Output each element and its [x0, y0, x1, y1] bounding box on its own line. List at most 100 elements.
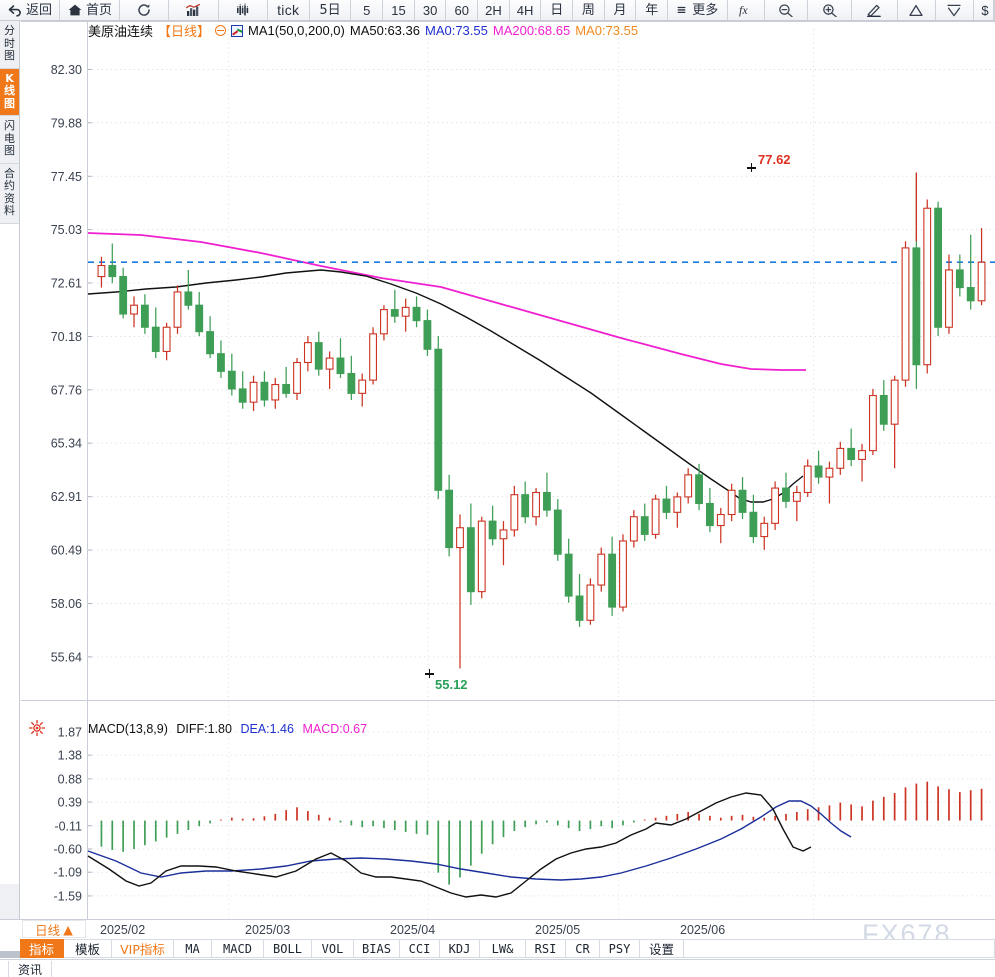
ma50-value: MA50:63.36	[349, 23, 420, 38]
candle-body	[271, 383, 280, 401]
currency-button-label: $	[981, 2, 989, 18]
period-day-button[interactable]: 日	[541, 0, 574, 20]
period-week-button[interactable]: 周	[573, 0, 605, 20]
status-tab-news[interactable]: 资讯	[8, 961, 52, 977]
sidebar-item-flash[interactable]: 闪电图	[0, 116, 19, 164]
candle-body	[847, 447, 856, 460]
candle-body	[119, 276, 128, 315]
period-30min-button-label: 30	[422, 2, 438, 18]
home-button[interactable]: 首页	[60, 0, 121, 20]
indicator-rsi[interactable]: RSI	[526, 939, 566, 958]
candle-body	[293, 361, 301, 394]
candle-body	[695, 474, 703, 505]
volume-button[interactable]	[218, 0, 268, 20]
price-candlestick-chart[interactable]: 82.30 79.88 77.45 75.03 72.61 70.18 67.76 65.34…	[21, 21, 995, 701]
top-toolbar: 返回 首页 tick 5日 5 15 30 60 2H 4H 日 周 月 年 更多 fx $$	[0, 0, 995, 21]
svg-text:fx: fx	[739, 3, 748, 17]
candle-body	[173, 291, 182, 328]
candle-body	[760, 522, 769, 538]
x-axis-period-badge[interactable]: 日线 ▲	[22, 920, 86, 938]
macd-diff-value: DIFF:1.80	[176, 722, 232, 736]
channel-tool-button[interactable]	[935, 0, 974, 20]
candle-body	[423, 320, 432, 350]
macd-indicator-chart[interactable]: 1.87 1.38 0.88 0.39 -0.11 -0.60 -1.09 -1.59	[21, 701, 995, 935]
candle-body	[825, 467, 834, 478]
period-label: 【日线】	[158, 25, 211, 40]
indicator-cr[interactable]: CR	[566, 939, 600, 958]
v-shape-icon	[947, 4, 961, 17]
more-button[interactable]: 更多	[668, 0, 729, 20]
period-4h-button[interactable]: 4H	[509, 0, 542, 20]
indicator-tab-main[interactable]: 指标	[20, 939, 64, 958]
indicator-bias[interactable]: BIAS	[354, 939, 400, 958]
indicator-boll[interactable]: BOLL	[264, 939, 312, 958]
price-axis-label: 82.30	[51, 63, 82, 77]
macd-axis-label: -0.60	[54, 843, 83, 857]
x-axis-label: 2025/05	[535, 923, 581, 937]
candle-body	[217, 353, 225, 372]
candle-body	[445, 489, 454, 549]
candle-body	[619, 540, 627, 608]
period-week-button-label: 周	[581, 2, 595, 18]
candle-body	[836, 447, 845, 469]
settings-circle-icon[interactable]	[215, 25, 227, 36]
period-2h-button[interactable]: 2H	[478, 0, 510, 20]
period-5day-button-label: 5日	[319, 2, 341, 18]
candle-body	[771, 487, 780, 524]
candle-body	[934, 207, 943, 328]
indicator-lwr[interactable]: LW&	[480, 939, 526, 958]
indicator-chart-icon[interactable]	[231, 24, 244, 37]
refresh-button[interactable]	[120, 0, 170, 20]
toolbar-spacer	[993, 0, 995, 20]
sidebar-item-contract[interactable]: 合约资料	[0, 164, 19, 224]
period-30min-button[interactable]: 30	[414, 0, 447, 20]
sidebar-item-timeshare[interactable]: 分时图	[0, 21, 19, 69]
function-button[interactable]: fx	[728, 0, 765, 20]
indicator-settings-sun-icon[interactable]	[28, 719, 46, 737]
price-axis-label: 65.34	[51, 437, 82, 451]
triangle-tool-button[interactable]	[897, 0, 936, 20]
candle-body	[140, 304, 149, 328]
indicator-psy[interactable]: PSY	[600, 939, 640, 958]
indicator-tab-template[interactable]: 模板	[64, 939, 112, 958]
period-15min-button[interactable]: 15	[383, 0, 415, 20]
indicator-kdj[interactable]: KDJ	[440, 939, 480, 958]
fx-icon: fx	[739, 3, 748, 17]
refresh-icon	[138, 4, 150, 16]
chart-area[interactable]: 82.30 79.88 77.45 75.03 72.61 70.18 67.76 65.34…	[21, 21, 995, 935]
tick-button[interactable]: tick	[267, 0, 310, 20]
zoom-out-button[interactable]	[764, 0, 809, 20]
period-year-button[interactable]: 年	[636, 0, 669, 20]
currency-button[interactable]: $$	[973, 0, 994, 20]
candle-body	[510, 494, 519, 531]
candle-body	[206, 331, 215, 355]
candle-body	[336, 357, 345, 375]
volume-bars-icon	[236, 3, 248, 16]
indicator-toolbar: 指标 模板 VIP指标 MA MACD BOLL VOL BIAS CCI KDJ LW& RSI CR…	[20, 939, 995, 958]
price-axis-label: 77.45	[51, 170, 82, 184]
indicator-macd[interactable]: MACD	[212, 939, 264, 958]
macd-axis-label: -0.11	[54, 819, 82, 833]
tick-button-label: tick	[277, 2, 300, 18]
indicator-cci[interactable]: CCI	[400, 939, 440, 958]
chart-type-button[interactable]	[169, 0, 219, 20]
period-60min-button[interactable]: 60	[446, 0, 479, 20]
back-button[interactable]: 返回	[0, 0, 61, 20]
price-axis-label: 55.64	[51, 650, 82, 664]
indicator-ma[interactable]: MA	[174, 939, 212, 958]
indicator-vol[interactable]: VOL	[312, 939, 354, 958]
zoom-in-button[interactable]	[808, 0, 853, 20]
period-month-button[interactable]: 月	[604, 0, 637, 20]
pencil-icon	[867, 4, 882, 17]
candle-body	[629, 516, 638, 542]
period-5day-button[interactable]: 5日	[309, 0, 352, 20]
period-5min-button[interactable]: 5	[351, 0, 384, 20]
back-button-label: 返回	[26, 2, 53, 18]
x-axis: 2025/02 2025/03 2025/04 2025/05 2025/06	[0, 919, 995, 938]
period-month-button-label: 月	[613, 2, 627, 18]
price-axis-label: 75.03	[51, 223, 82, 237]
draw-line-button[interactable]	[852, 0, 898, 20]
indicator-tab-vip[interactable]: VIP指标	[112, 939, 174, 958]
indicator-settings[interactable]: 设置	[640, 939, 684, 958]
